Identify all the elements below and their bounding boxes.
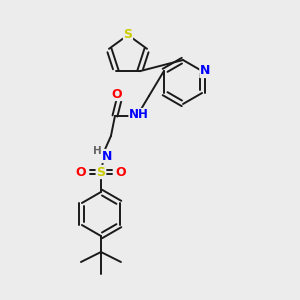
- Text: N: N: [102, 149, 112, 163]
- Text: NH: NH: [129, 109, 149, 122]
- Text: O: O: [112, 88, 122, 100]
- Text: N: N: [200, 64, 210, 77]
- Text: O: O: [116, 166, 126, 178]
- Text: H: H: [93, 146, 101, 156]
- Text: S: S: [96, 166, 105, 178]
- Text: O: O: [76, 166, 86, 178]
- Text: S: S: [124, 28, 133, 41]
